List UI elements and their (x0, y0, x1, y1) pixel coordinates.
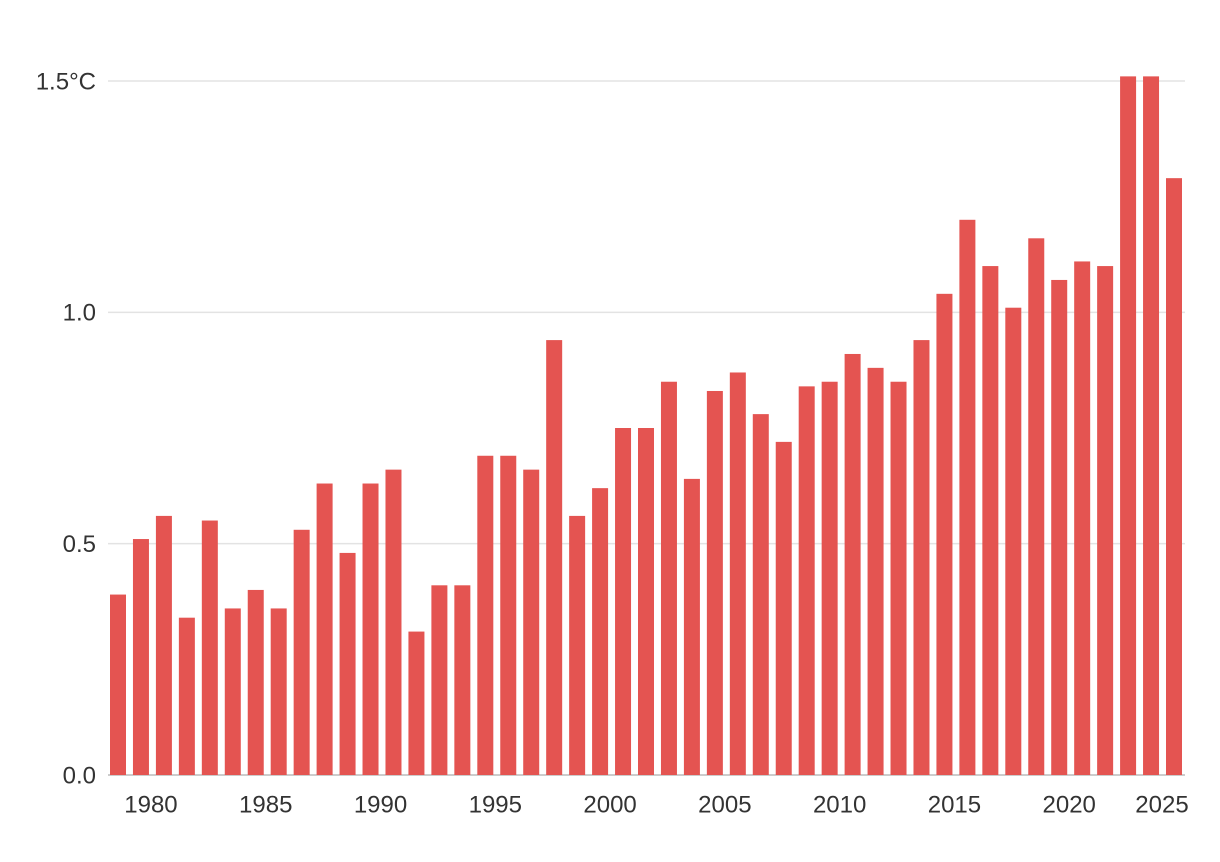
bar (1028, 238, 1045, 776)
bar (1120, 76, 1137, 775)
y-tick-label: 1.5°C (36, 68, 96, 95)
bar (316, 483, 333, 775)
x-tick-label: 1980 (124, 791, 177, 818)
x-tick-label: 2020 (1043, 791, 1096, 818)
bar (592, 488, 609, 775)
bar (890, 381, 907, 775)
bar (821, 381, 838, 775)
bar (982, 266, 999, 775)
bar (224, 608, 241, 775)
bar (500, 455, 517, 775)
bar (339, 552, 356, 775)
bar (1166, 178, 1182, 775)
x-tick-label: 1995 (469, 791, 522, 818)
bar (936, 293, 953, 775)
x-tick-label: 1985 (239, 791, 292, 818)
bar (1005, 307, 1022, 775)
bar (155, 515, 172, 775)
bar (408, 631, 425, 775)
bar (454, 585, 471, 775)
bar (775, 441, 792, 775)
bar (867, 367, 884, 775)
x-tick-label: 2010 (813, 791, 866, 818)
bar (523, 469, 540, 775)
x-tick-label: 1990 (354, 791, 407, 818)
bar (431, 585, 448, 775)
bar (1051, 279, 1068, 775)
x-tick-label: 2015 (928, 791, 981, 818)
bar (362, 483, 379, 775)
bar (913, 340, 930, 775)
x-tick-label: 2000 (583, 791, 636, 818)
y-tick-label: 0.5 (63, 531, 96, 558)
bar (798, 386, 815, 775)
bar (569, 515, 586, 775)
bar (178, 617, 195, 775)
bar (132, 539, 149, 775)
bar (201, 520, 218, 775)
y-tick-label: 1.0 (63, 300, 96, 327)
bar (1074, 261, 1091, 775)
x-tick-label: 2025 (1135, 791, 1188, 818)
bar (615, 428, 632, 775)
bar (959, 219, 976, 776)
bar (844, 353, 861, 775)
bar (1143, 76, 1160, 775)
bar (293, 529, 310, 775)
bar (385, 469, 402, 775)
bar (638, 428, 654, 775)
bar (660, 381, 677, 775)
bar (247, 589, 264, 775)
bar (477, 455, 494, 775)
x-tick-label: 2005 (698, 791, 751, 818)
bar (729, 372, 746, 775)
bar (546, 340, 563, 775)
bar (752, 414, 769, 775)
bar (270, 608, 287, 775)
bar (683, 478, 700, 775)
bar (110, 594, 126, 775)
bar (706, 390, 723, 775)
y-tick-label: 0.0 (63, 762, 96, 789)
bar (1097, 266, 1114, 775)
